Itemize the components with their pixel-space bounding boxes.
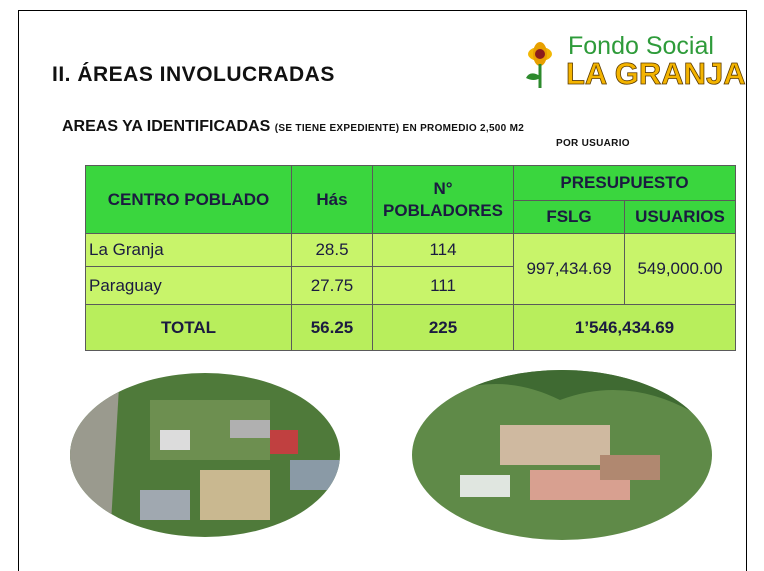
photo-left <box>60 370 360 540</box>
slide: II. ÁREAS INVOLUCRADAS Fondo Social LA G… <box>0 0 764 563</box>
photo-right <box>400 365 730 545</box>
photos <box>0 0 764 563</box>
